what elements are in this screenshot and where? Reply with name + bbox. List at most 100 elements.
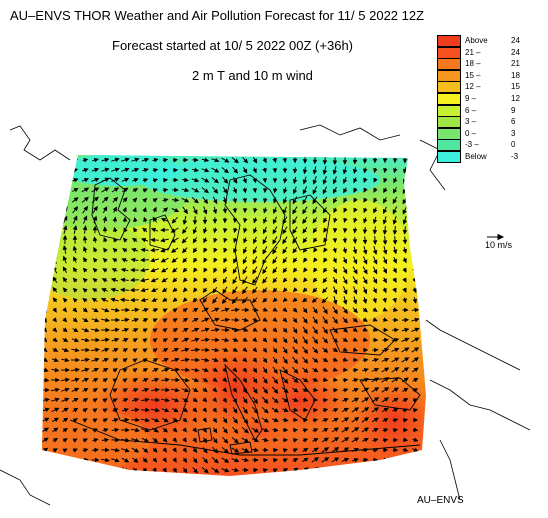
wind-arrow [63, 169, 67, 170]
wind-arrow [322, 468, 329, 472]
legend-item: -3 – 0 [437, 139, 547, 151]
wind-arrow-head [404, 180, 407, 183]
wind-arrow [43, 277, 47, 283]
wind-arrow [63, 459, 67, 461]
wind-arrow [53, 198, 57, 201]
wind-arrow [43, 179, 47, 181]
wind-arrow-head [394, 458, 397, 461]
legend-swatch [437, 35, 461, 47]
wind-reference-arrow [487, 235, 503, 240]
wind-arrow [72, 470, 77, 471]
wind-arrow-head [54, 217, 57, 220]
wind-arrow [63, 159, 67, 160]
wind-arrow [414, 167, 416, 174]
wind-arrow-head [384, 458, 387, 461]
wind-arrow-head [54, 469, 57, 472]
legend-label-low: 12 – [465, 81, 481, 93]
wind-arrow [413, 197, 417, 204]
wind-arrow-head [64, 189, 67, 192]
wind-arrow-head [413, 190, 416, 193]
wind-arrow [63, 179, 67, 181]
wind-arrow [43, 459, 47, 462]
wind-arrow [43, 159, 48, 161]
wind-arrow [44, 246, 45, 254]
legend-label-low: 6 – [465, 105, 476, 117]
wind-arrow-head [374, 468, 377, 471]
legend-swatch [437, 105, 461, 117]
wind-arrow [415, 227, 416, 233]
legend-swatch [437, 116, 461, 128]
wind-arrow-head [413, 220, 416, 223]
wind-arrow-head [54, 208, 57, 211]
wind-arrow-head [325, 468, 328, 471]
wind-arrow [54, 227, 56, 234]
legend-label-high: 9 [511, 105, 515, 117]
wind-arrow-head [44, 459, 47, 462]
wind-arrow-head [413, 259, 416, 262]
wind-arrow [53, 208, 57, 212]
legend-item: 21 –24 [437, 47, 547, 59]
wind-arrow [383, 469, 387, 470]
legend-label-low: 0 – [465, 128, 476, 140]
wind-arrow [44, 199, 47, 202]
wind-arrow-head [53, 459, 56, 462]
wind-arrow [373, 470, 377, 471]
wind-arrow-head [43, 338, 46, 341]
wind-arrow-head [43, 328, 46, 331]
legend-label-high: 3 [511, 128, 515, 140]
legend-item: Below -3 [437, 151, 547, 163]
wind-arrow-head [394, 469, 397, 472]
legend-label-high: 18 [511, 70, 520, 82]
wind-arrow-head [414, 240, 417, 243]
wind-arrow [312, 468, 319, 472]
legend-label-low: 21 – [465, 47, 481, 59]
wind-arrow [54, 246, 55, 254]
legend-label-low: 15 – [465, 70, 481, 82]
wind-arrow-head [345, 469, 348, 472]
wind-arrow [412, 467, 417, 472]
wind-arrow-head [43, 298, 46, 301]
wind-arrow-head [53, 246, 56, 249]
wind-arrow-head [75, 469, 78, 472]
wind-arrow [43, 469, 47, 471]
wind-arrow-head [64, 198, 67, 201]
wind-arrow-head [53, 179, 56, 182]
wind-arrow [53, 179, 57, 181]
wind-arrow-head [364, 469, 367, 472]
wind-reference-label: 10 m/s [485, 240, 512, 250]
wind-arrow [403, 459, 408, 462]
wind-arrow-head [354, 469, 357, 472]
wind-arrow-head [64, 159, 67, 162]
wind-arrow [43, 189, 46, 191]
wind-arrow-head [53, 256, 56, 259]
wind-arrow [413, 207, 416, 214]
wind-arrow-head [335, 468, 338, 471]
wind-arrow-head [44, 469, 47, 472]
legend-label-high: 24 [511, 35, 520, 47]
legend-label-low: 9 – [465, 93, 476, 105]
wind-arrow [91, 469, 98, 470]
footer-credit: AU–ENVS [417, 495, 464, 506]
wind-arrow [53, 189, 57, 191]
wind-arrow-head [413, 249, 416, 252]
wind-arrow-head [74, 459, 77, 462]
legend-label-low: Above [465, 35, 488, 47]
legend-label-low: -3 – [465, 139, 479, 151]
wind-arrow [414, 217, 416, 224]
legend-swatch [437, 70, 461, 82]
legend-label-high: 6 [511, 116, 515, 128]
page-title: AU–ENVS THOR Weather and Air Pollution F… [10, 8, 530, 23]
wind-arrow [393, 459, 397, 460]
legend-item: 3 –6 [437, 116, 547, 128]
wind-arrow-head [414, 160, 417, 163]
legend-swatch [437, 139, 461, 151]
wind-arrow [44, 208, 47, 212]
wind-arrow-head [315, 468, 318, 471]
legend-swatch [437, 81, 461, 93]
wind-arrow [101, 469, 108, 472]
wind-arrow-head [54, 169, 57, 172]
wind-arrow-head [85, 459, 88, 462]
wind-arrow-head [54, 236, 57, 239]
wind-arrow-head [403, 190, 406, 193]
wind-arrow-head [415, 470, 418, 473]
